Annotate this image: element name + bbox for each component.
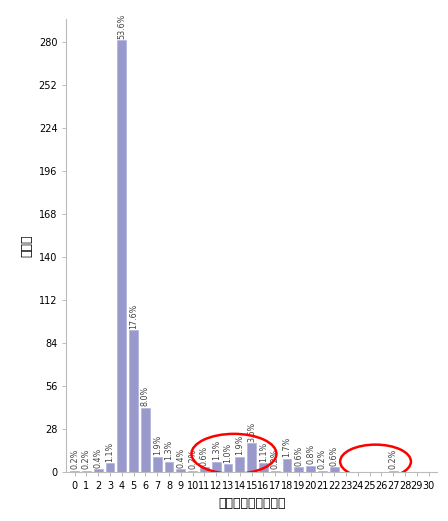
Bar [177, 469, 185, 473]
Bar [224, 464, 233, 473]
Bar [318, 470, 327, 473]
Bar [188, 470, 197, 473]
Text: 8.0%: 8.0% [141, 386, 150, 406]
Bar [164, 462, 173, 473]
Bar [153, 457, 162, 473]
Text: 0.4%: 0.4% [177, 448, 185, 467]
Text: 0.2%: 0.2% [188, 449, 197, 469]
Bar [330, 467, 339, 473]
Bar [235, 457, 244, 473]
Bar [306, 466, 315, 473]
Bar [389, 470, 398, 473]
Text: 1.3%: 1.3% [164, 440, 173, 460]
Bar [117, 40, 126, 473]
Text: 0.6%: 0.6% [330, 445, 339, 466]
Bar [141, 408, 150, 473]
Text: 0.2%: 0.2% [70, 449, 79, 469]
Text: 1.9%: 1.9% [153, 435, 162, 455]
X-axis label: 断奶后到配种的天数: 断奶后到配种的天数 [218, 497, 285, 510]
Bar [212, 462, 221, 473]
Bar [82, 470, 91, 473]
Bar [259, 464, 268, 473]
Text: 1.9%: 1.9% [235, 435, 244, 455]
Text: 1.1%: 1.1% [106, 442, 115, 462]
Text: 53.6%: 53.6% [117, 14, 126, 39]
Text: 0.2%: 0.2% [318, 449, 327, 469]
Text: 1.7%: 1.7% [283, 437, 292, 457]
Bar [283, 458, 292, 473]
Text: 0.6%: 0.6% [294, 445, 303, 466]
Bar [106, 464, 115, 473]
Bar [129, 330, 138, 473]
Text: 17.6%: 17.6% [129, 304, 138, 329]
Y-axis label: 母猪数: 母猪数 [20, 234, 33, 257]
Text: 1.3%: 1.3% [212, 440, 221, 460]
Text: 0.4%: 0.4% [94, 448, 103, 467]
Text: 3.6%: 3.6% [247, 421, 256, 442]
Text: 0.2%: 0.2% [389, 449, 398, 469]
Bar [94, 469, 103, 473]
Bar [200, 467, 209, 473]
Text: 1.1%: 1.1% [259, 442, 268, 462]
Bar [294, 467, 303, 473]
Bar [70, 470, 79, 473]
Bar [271, 470, 280, 473]
Text: 1.0%: 1.0% [224, 442, 233, 463]
Text: 0.2%: 0.2% [82, 449, 91, 469]
Bar [247, 443, 256, 473]
Text: 0.8%: 0.8% [306, 444, 315, 464]
Text: 0.6%: 0.6% [200, 445, 209, 466]
Text: 0.2%: 0.2% [271, 449, 280, 469]
